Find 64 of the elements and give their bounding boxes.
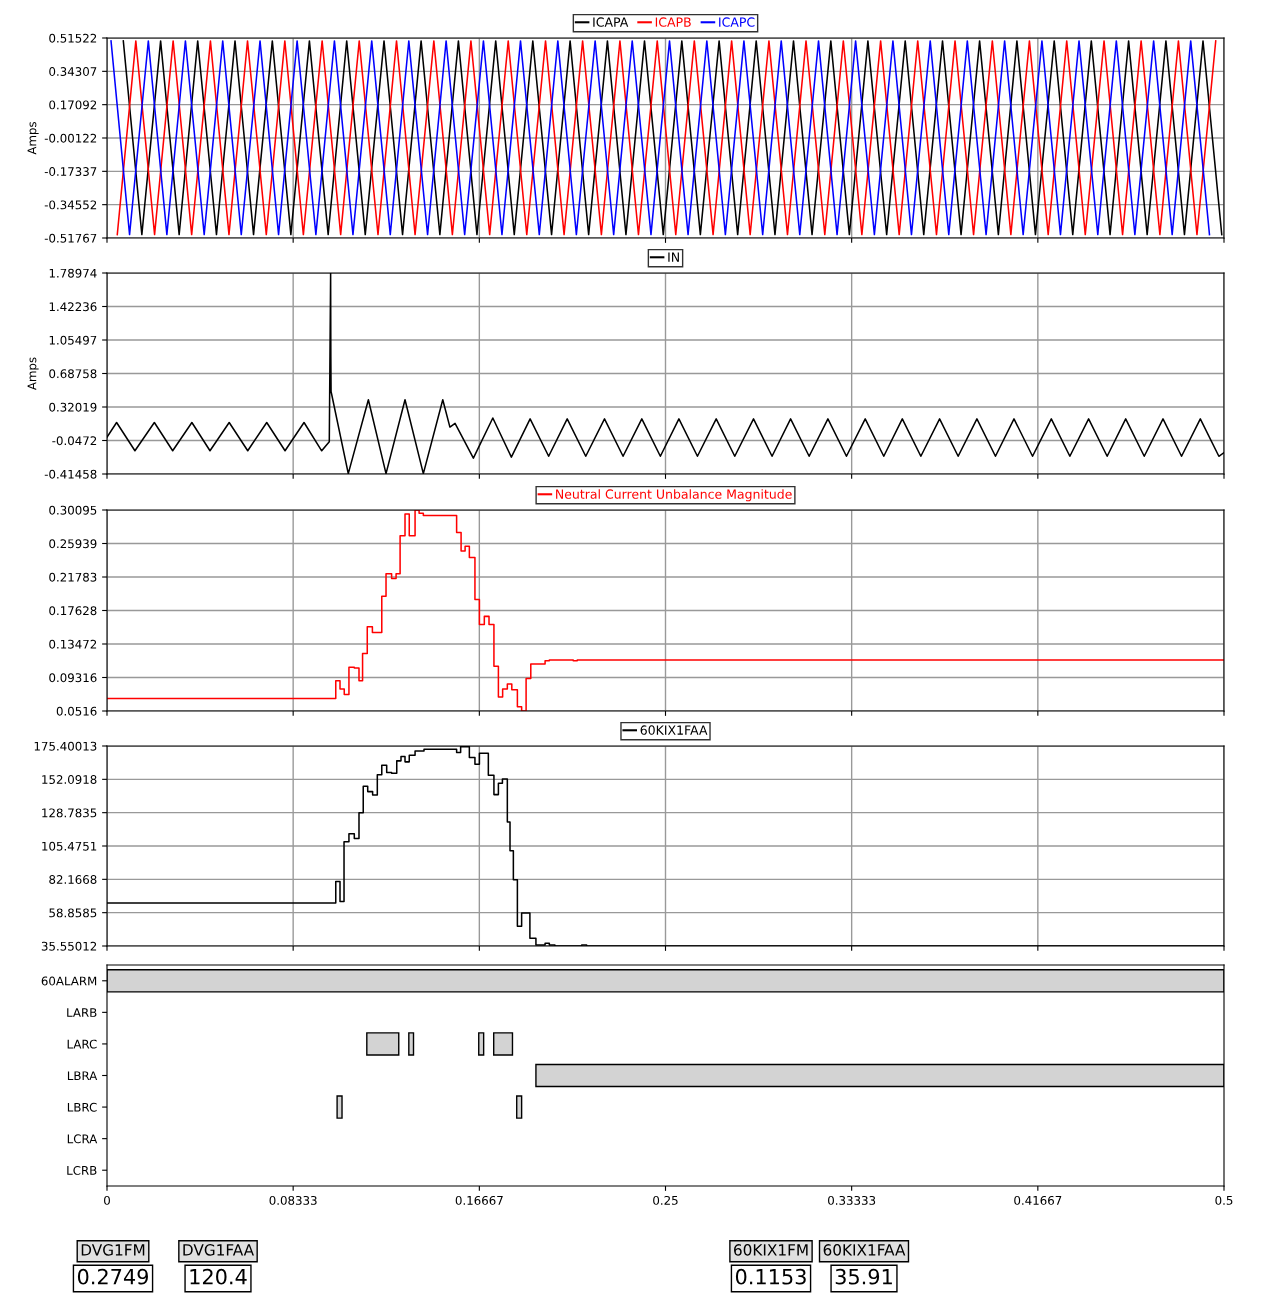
legend-label: ICAPB xyxy=(655,17,691,27)
y-tick-label: 0.21783 xyxy=(49,572,97,582)
y-tick-label: 0.25939 xyxy=(49,539,97,549)
bar xyxy=(516,1095,523,1119)
y-tick-label: 0.17628 xyxy=(49,606,97,616)
y-tick-label: LARC xyxy=(67,1039,97,1049)
y-tick-label: 0.32019 xyxy=(49,402,97,412)
y-tick-label: 82.1668 xyxy=(49,875,97,884)
text: 0.1153 xyxy=(735,1268,806,1285)
y-tick-label: 0.0516 xyxy=(56,706,97,716)
category-label: 60KIX1FM xyxy=(734,1244,808,1256)
x-tick-label: 0.08333 xyxy=(269,1195,317,1205)
y-tick-label: -0.51767 xyxy=(44,233,97,243)
category-label: 60KIX1FAA xyxy=(823,1244,906,1256)
y-tick-label: LBRA xyxy=(67,1071,98,1080)
text: 0.2749 xyxy=(77,1268,148,1285)
legend-label: ICAPC xyxy=(719,17,755,27)
y-tick-label: 0.13472 xyxy=(49,639,97,649)
bar xyxy=(366,1032,400,1056)
y-tick-label: 1.05497 xyxy=(49,335,97,345)
y-axis-title: Amps xyxy=(27,357,39,391)
y-tick-label: LCRB xyxy=(67,1165,97,1175)
y-tick-label: 0.17092 xyxy=(49,100,97,110)
y-tick-label: -0.41458 xyxy=(44,469,97,479)
y-tick-label: 58.8585 xyxy=(49,908,97,918)
y-axis-title: Amps xyxy=(27,121,39,155)
y-tick-label: 175.40013 xyxy=(34,741,97,751)
y-tick-label: 0.68758 xyxy=(49,369,97,379)
legend-label: 60KIX1FAA xyxy=(640,725,708,735)
x-tick-label: 0.5 xyxy=(1215,1195,1233,1205)
y-tick-label: -0.34552 xyxy=(44,200,97,210)
y-tick-label: -0.00122 xyxy=(44,133,97,143)
y-tick-label: 0.34307 xyxy=(49,67,97,76)
y-tick-label: 152.0918 xyxy=(42,775,97,784)
bar xyxy=(408,1032,415,1056)
y-tick-label: 0.30095 xyxy=(49,505,97,515)
x-tick-label: 0.41667 xyxy=(1014,1195,1062,1205)
text: 120.4 xyxy=(190,1268,247,1285)
y-tick-label: 60ALARM xyxy=(41,976,97,986)
y-tick-label: 128.7835 xyxy=(42,808,97,818)
legend-label: IN xyxy=(668,252,679,262)
x-tick-label: 0.16667 xyxy=(455,1195,503,1205)
y-tick-label: -0.0472 xyxy=(52,436,97,446)
y-tick-label: -0.17337 xyxy=(44,167,97,176)
category-label: DVG1FAA xyxy=(183,1244,254,1256)
category-label: DVG1FM xyxy=(81,1244,145,1256)
bar xyxy=(336,1095,343,1119)
y-tick-label: 1.78974 xyxy=(49,268,97,278)
bar xyxy=(478,1032,485,1056)
y-tick-label: 0.09316 xyxy=(49,673,97,683)
x-tick-label: 0.25 xyxy=(653,1195,678,1205)
y-tick-label: LCRA xyxy=(67,1134,98,1144)
y-tick-label: LARB xyxy=(67,1008,97,1017)
y-tick-label: 0.51522 xyxy=(49,33,97,43)
y-tick-label: 105.4751 xyxy=(42,841,97,851)
legend-label: Neutral Current Unbalance Magnitude xyxy=(556,489,792,502)
y-tick-label: 35.55012 xyxy=(41,941,97,951)
text: 35.91 xyxy=(835,1268,892,1285)
legend-label: ICAPA xyxy=(593,17,629,27)
x-tick-label: 0.33333 xyxy=(828,1195,876,1205)
x-tick-label: 0 xyxy=(104,1195,110,1205)
bar xyxy=(493,1032,514,1056)
y-tick-label: LBRC xyxy=(67,1102,97,1112)
y-tick-label: 1.42236 xyxy=(49,302,97,312)
